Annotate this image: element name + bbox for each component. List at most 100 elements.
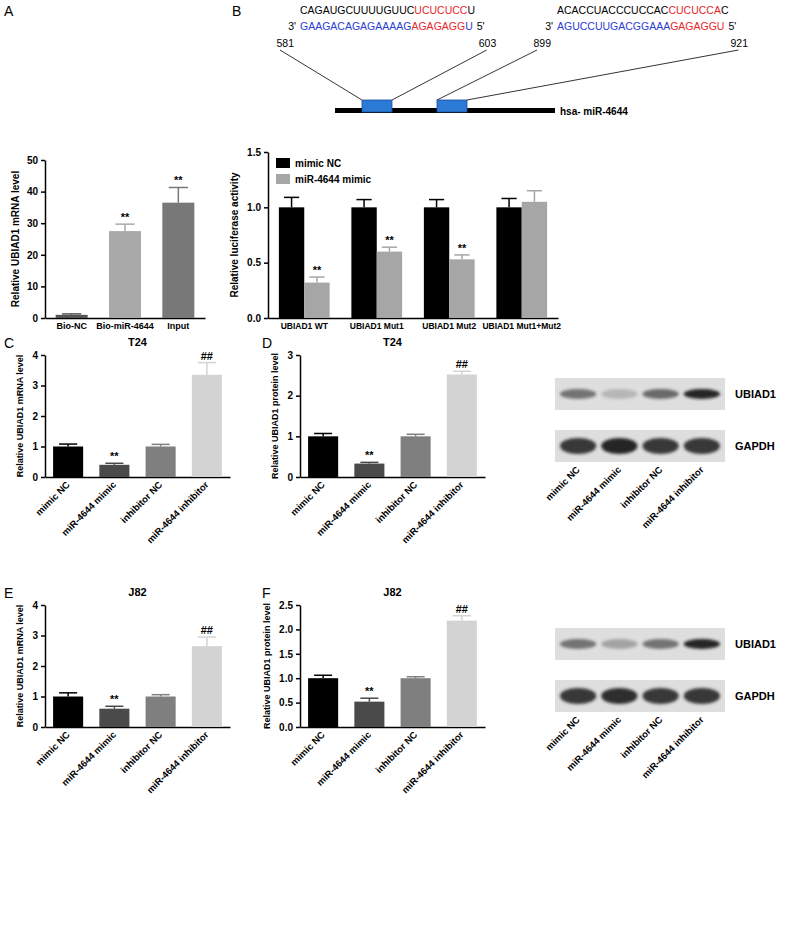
x-tick: mimic NC [288, 477, 327, 518]
bar [162, 203, 194, 318]
x-tick-label: miR-4644 inhibitor [144, 479, 211, 546]
annotation: ** [458, 242, 467, 254]
sequence-segment: CUCUCCA [668, 4, 721, 16]
y-axis-title: Relative UBIAD1 mRNA level [15, 355, 25, 478]
bar [56, 315, 88, 318]
y-tick-mark [41, 255, 45, 257]
error-cap [407, 434, 425, 436]
y-tick-label: 0 [32, 722, 38, 733]
blot-band [684, 389, 720, 399]
blot-lane-label: miR-4644 mimic [564, 714, 623, 773]
sequence-segment: U [467, 4, 475, 16]
error-cap [501, 198, 516, 200]
x-tick-label: Bio-NC [56, 321, 87, 331]
chart-title: T24 [128, 336, 148, 348]
y-tick: 0.0 [279, 722, 300, 733]
error-bar [534, 191, 536, 202]
blot-row-label: GAPDH [735, 440, 775, 452]
panel-label: A [4, 3, 14, 19]
binding-site [362, 100, 392, 112]
y-tick: 2.0 [279, 624, 300, 635]
error-cap [407, 676, 425, 678]
blot-lane-label: miR-4644 inhibitor [639, 464, 706, 531]
annotation: ## [201, 350, 213, 362]
sequence-segment: UCUCUCC [414, 4, 467, 16]
x-tick-label: miR-4644 inhibitor [399, 479, 466, 546]
legend-label: miR-4644 mimic [295, 174, 372, 185]
y-tick-label: 2 [287, 390, 293, 401]
x-tick-label: mimic NC [288, 729, 327, 768]
panel-label: B [232, 3, 241, 19]
y-tick-mark [41, 605, 45, 607]
x-tick: UBIAD1 Mut1+Mut2 [482, 318, 561, 331]
y-tick-label: 0.0 [247, 313, 261, 324]
y-tick-mark [41, 635, 45, 637]
error-bar [124, 224, 126, 231]
y-tick-label: 0 [32, 472, 38, 483]
y-tick: 30 [27, 218, 45, 229]
connector [437, 50, 537, 100]
annotation: ## [456, 358, 468, 370]
panel-label: E [4, 585, 13, 601]
x-tick-label: UBIAD1 Mut1+Mut2 [482, 321, 561, 331]
y-tick-mark [296, 395, 300, 397]
x-tick: inhibitor NC [118, 477, 164, 525]
error-cap [59, 443, 77, 445]
y-tick-label: 1.5 [247, 147, 261, 158]
bar [354, 702, 384, 727]
y-tick: 1 [32, 691, 45, 702]
error-cap [356, 199, 371, 201]
mirna-sequence: GAAGACAGAGAAAAGAGAGAGGU [300, 20, 473, 32]
x-tick: miR-4644 inhibitor [144, 477, 211, 545]
x-tick: miR-4644 inhibitor [144, 727, 211, 795]
blot: UBIAD1GAPDHmimic NCmiR-4644 mimicinhibit… [543, 628, 776, 780]
x-tick-label: miR-4644 inhibitor [144, 729, 211, 796]
y-tick: 0.5 [279, 697, 300, 708]
y-axis: 01020304050 [27, 155, 46, 324]
x-tick-label: mimic NC [33, 479, 72, 518]
sequence-segment: C [721, 4, 729, 16]
blot-lane-label: mimic NC [543, 464, 582, 503]
bar [401, 436, 431, 477]
error-cap [454, 254, 469, 256]
y-tick: 3 [32, 630, 45, 641]
y-axis-title: Relative UBIAD1 protein level [262, 603, 272, 729]
y-tick-label: 0 [32, 313, 38, 324]
bar [354, 464, 384, 477]
connector [280, 50, 362, 100]
x-tick-label: inhibitor NC [373, 479, 419, 525]
marks [56, 187, 195, 318]
bar [99, 465, 129, 477]
binding-site [437, 100, 467, 112]
y-tick: 1 [32, 441, 45, 452]
error-cap [382, 246, 397, 248]
x-tick-label: inhibitor NC [373, 729, 419, 775]
error-cap [360, 462, 378, 464]
blot-band [642, 389, 678, 399]
y-axis-title: Relative UBIAD1 mRNA level [15, 605, 25, 728]
bar [53, 447, 83, 478]
x-tick: miR-4644 mimic [59, 727, 118, 788]
y-tick-label: 3 [32, 630, 38, 641]
x-tick: UBIAD1 Mut2 [422, 318, 476, 331]
x-tick-label: UBIAD1 WT [281, 321, 329, 331]
y-tick-mark [41, 191, 45, 193]
bar [449, 259, 474, 318]
y-tick-mark [296, 629, 300, 631]
sequence-segment: GAGAGGU [670, 20, 724, 32]
x-tick-label: mimic NC [33, 729, 72, 768]
y-tick-mark [264, 207, 268, 209]
y-tick-label: 1 [287, 431, 293, 442]
x-tick-label: mimic NC [288, 479, 327, 518]
chart-title: J82 [128, 586, 146, 598]
y-axis: 01234 [32, 350, 45, 483]
y-tick: 50 [27, 155, 45, 166]
sequence-segment: CAGAUGCUUUUGUUC [300, 4, 415, 16]
y-tick-label: 1.0 [247, 202, 261, 213]
prime-label: 5' [477, 20, 485, 32]
y-tick: 2.5 [279, 600, 300, 611]
legend-swatch [276, 158, 290, 168]
x-tick: Bio-NC [56, 318, 87, 331]
x-tick: miR-4644 inhibitor [399, 727, 466, 795]
y-tick: 4 [32, 600, 45, 611]
